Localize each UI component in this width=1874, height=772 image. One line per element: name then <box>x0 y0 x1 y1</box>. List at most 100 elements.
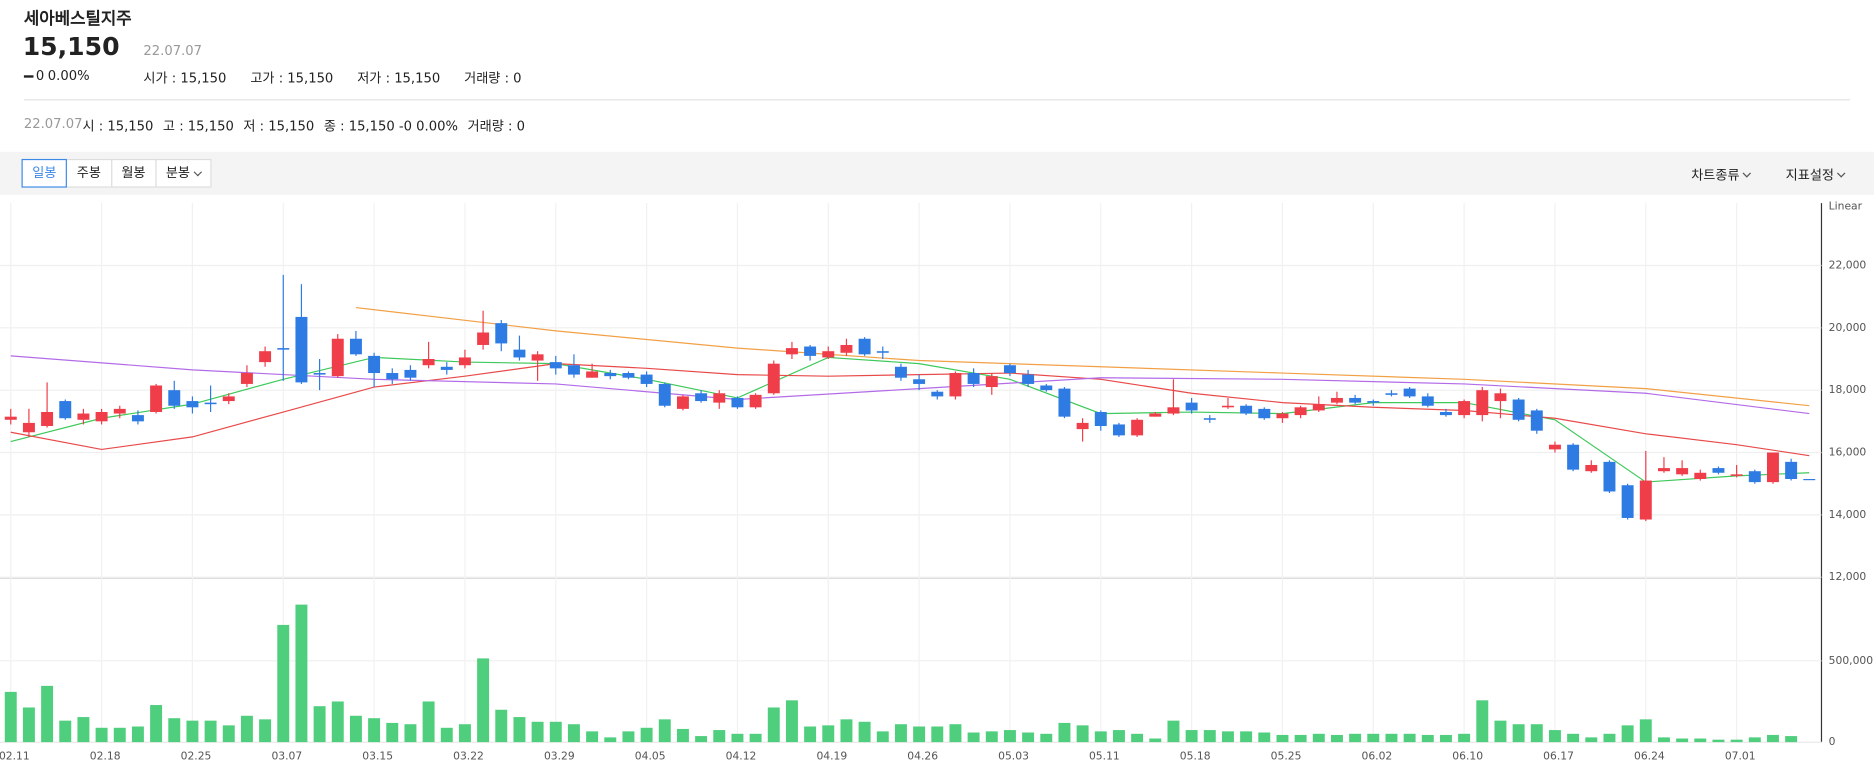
volume-bar <box>1748 737 1761 743</box>
period-button[interactable]: 분봉 <box>155 158 212 188</box>
candle-body <box>1058 388 1071 417</box>
candle-body <box>1367 401 1380 403</box>
candle-body <box>368 355 381 374</box>
candle-body <box>567 365 580 375</box>
volume-bar <box>1657 737 1670 743</box>
volume-bar <box>295 604 308 743</box>
moving-average <box>355 306 1810 407</box>
candle-body <box>513 349 526 358</box>
volume-bar <box>1058 722 1071 743</box>
y-tick-label: 18,000 <box>1829 383 1867 396</box>
candle-body <box>1621 485 1634 518</box>
volume-bar <box>1458 733 1471 743</box>
candle-body <box>349 338 362 355</box>
candle-body <box>386 373 399 380</box>
volume-bar <box>1221 731 1234 743</box>
stock-name: 세아베스틸지주 <box>23 9 132 29</box>
candle-body <box>1439 411 1452 416</box>
candle-body <box>1530 410 1543 431</box>
volume-bar <box>458 724 471 743</box>
period-tabs: 일봉 주봉 월봉 분봉 <box>21 158 212 188</box>
candle-body <box>1421 396 1434 406</box>
volume-bar <box>549 721 562 743</box>
volume-bar <box>1094 731 1107 743</box>
x-tick-label: 03.29 <box>544 749 575 762</box>
candle-body <box>168 390 181 406</box>
candle-body <box>1094 411 1107 427</box>
volume-bar <box>1512 724 1525 743</box>
chart-type-menu[interactable]: 차트종류 <box>1691 165 1752 184</box>
volume-bar <box>1203 730 1216 743</box>
stat: 거래량 : 0 <box>464 70 522 87</box>
volume-bar <box>1567 733 1580 743</box>
candle-body <box>1203 418 1216 420</box>
volume-bar <box>1040 733 1053 743</box>
volume-bar <box>1240 731 1253 743</box>
volume-bar <box>531 721 544 743</box>
candle-body <box>1676 468 1689 475</box>
candle-body <box>1312 404 1325 411</box>
stats: 시가 : 15,150 고가 : 15,150 저가 : 15,150 거래량 : 0 <box>143 68 521 87</box>
y-tick-label: 20,000 <box>1829 321 1867 334</box>
volume-bar <box>1694 738 1707 743</box>
candle-body <box>1040 385 1053 391</box>
x-tick-label: 06.10 <box>1452 749 1483 762</box>
period-label: 월봉 <box>121 164 146 181</box>
candle-body <box>1330 397 1343 403</box>
volume-bar <box>1367 733 1380 743</box>
candle-body <box>1349 397 1362 403</box>
volume-bar <box>131 726 144 743</box>
candle-body <box>676 396 689 409</box>
volume-bar <box>894 724 907 743</box>
candle-body <box>985 376 998 388</box>
volume-bar <box>804 726 817 743</box>
volume-bar <box>22 707 35 743</box>
volume-bar <box>640 727 653 743</box>
candle-body <box>1766 452 1779 483</box>
candle-body <box>440 366 453 370</box>
candle-body <box>59 401 72 419</box>
x-tick-label: 06.17 <box>1543 749 1574 762</box>
volume-bar <box>1639 719 1652 743</box>
candle-body <box>1512 399 1525 420</box>
period-label: 분봉 <box>165 164 191 181</box>
candle-body <box>640 374 653 384</box>
volume-bar <box>240 715 253 743</box>
volume-bar <box>1131 733 1144 743</box>
x-tick-label: 02.25 <box>181 749 212 762</box>
candle-body <box>222 396 235 402</box>
candle-body <box>1112 424 1125 436</box>
candle-body <box>622 373 635 378</box>
candle-body <box>1240 405 1253 414</box>
candle-body <box>840 344 853 353</box>
candle-body <box>804 346 817 356</box>
candle-body <box>894 366 907 378</box>
period-button[interactable]: 일봉 <box>21 158 68 188</box>
volume-bar <box>1022 732 1035 743</box>
candle-body <box>259 351 272 363</box>
period-button[interactable]: 월봉 <box>110 158 157 188</box>
x-tick-label: 04.05 <box>635 749 666 762</box>
candle-body <box>331 338 344 377</box>
volume-bar <box>513 717 526 743</box>
y-tick-label: 14,000 <box>1829 508 1867 521</box>
scale-label: Linear <box>1829 200 1863 213</box>
x-tick-label: 04.26 <box>907 749 938 762</box>
x-tick-label: 03.22 <box>453 749 484 762</box>
volume-bar <box>1276 734 1289 743</box>
volume-bar <box>876 731 889 743</box>
volume-bar <box>59 720 72 743</box>
summary-item: 고 : 15,150 <box>162 118 234 134</box>
volume-bar <box>1712 739 1725 743</box>
price: 15,150 <box>22 32 120 61</box>
volume-bar <box>422 701 435 743</box>
volume-tick-label: 0 <box>1829 735 1836 748</box>
indicator-menu[interactable]: 지표설정 <box>1786 165 1847 184</box>
candle-body <box>604 373 617 377</box>
volume-bar <box>604 737 617 743</box>
candle-body <box>1785 461 1798 480</box>
volume-bar <box>822 725 835 743</box>
x-tick-label: 04.19 <box>816 749 847 762</box>
